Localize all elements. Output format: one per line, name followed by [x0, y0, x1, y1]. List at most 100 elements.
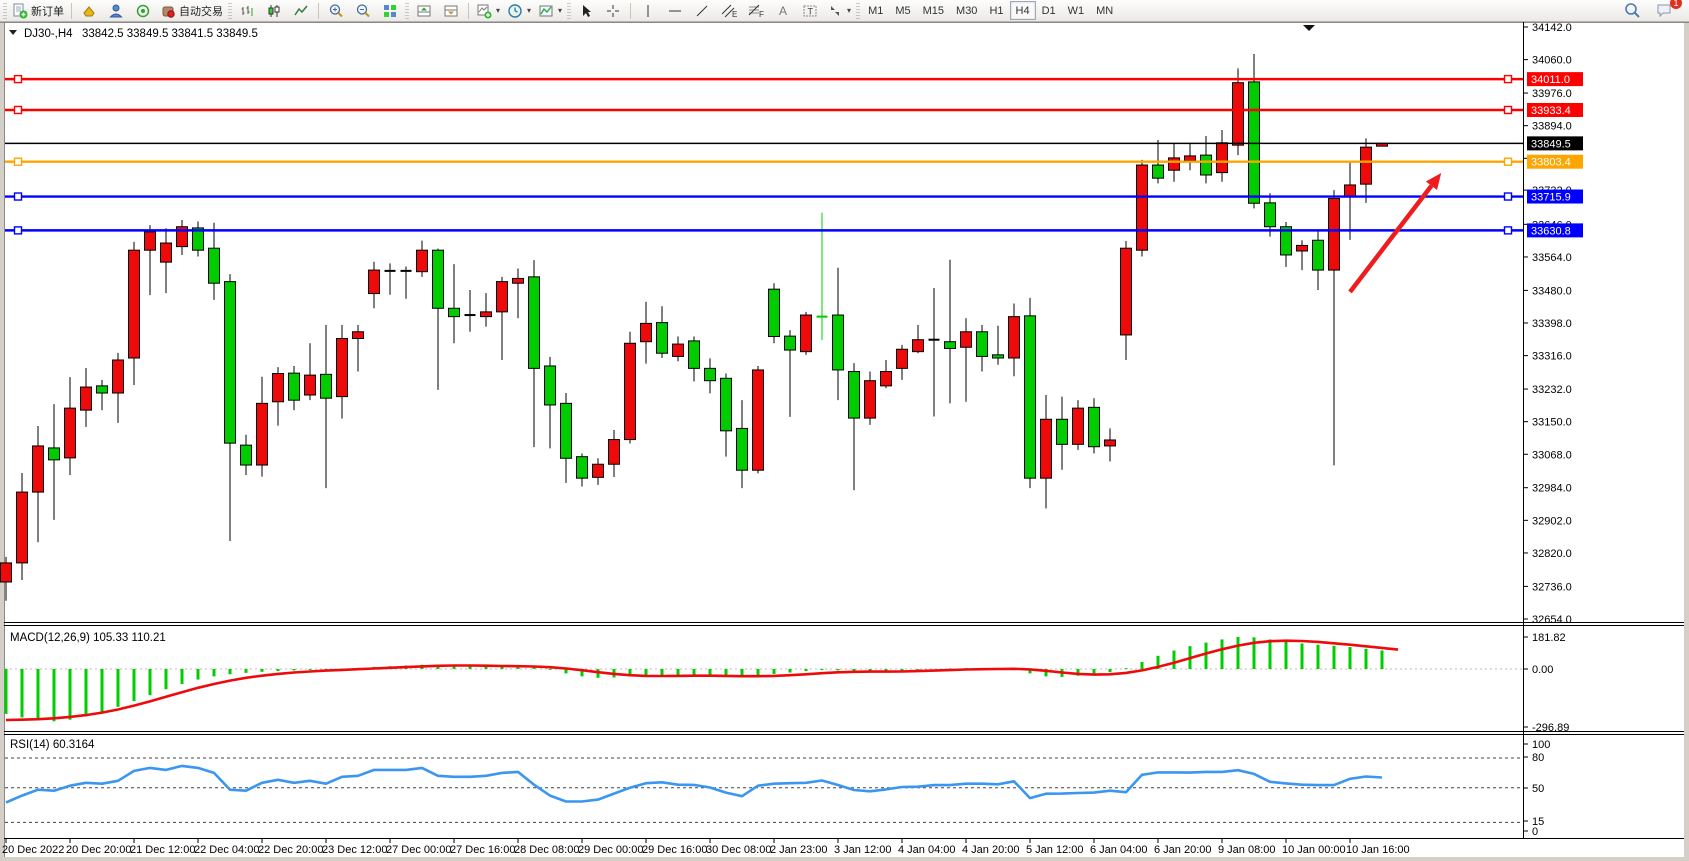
equidistant-channel-button[interactable]: E — [716, 0, 742, 21]
candle — [432, 248, 444, 390]
search-button[interactable] — [1619, 0, 1645, 21]
trendline-button[interactable] — [689, 0, 715, 21]
candle — [1136, 159, 1148, 257]
timeframe-button-m15[interactable]: M15 — [922, 4, 945, 17]
candle — [656, 306, 668, 359]
zoom-in-button[interactable] — [323, 0, 349, 21]
text-label-icon: T — [803, 5, 817, 16]
time-tick-label: 6 Jan 04:00 — [1090, 844, 1148, 856]
candle-body — [512, 277, 524, 284]
candle — [960, 318, 972, 402]
crosshair-button[interactable] — [600, 0, 626, 21]
chart-title-symbol: DJ30-,H4 — [24, 28, 73, 40]
candle — [208, 222, 220, 300]
candle-body — [1184, 155, 1196, 162]
line-handle[interactable] — [1503, 192, 1513, 201]
fibonacci-button[interactable]: F — [743, 0, 769, 21]
horizontal-level-line[interactable]: 33630.8 — [5, 223, 1583, 238]
candle-body — [1296, 244, 1308, 252]
cursor-button[interactable] — [573, 0, 599, 21]
timeframe-button-m30[interactable]: M30 — [956, 4, 978, 17]
indicators-dropdown[interactable]: ▾ — [535, 0, 565, 21]
arrows-dropdown[interactable]: ▾ — [824, 0, 854, 21]
candle-body — [576, 456, 588, 479]
timeframe-button-d1[interactable]: D1 — [1041, 4, 1056, 17]
candle-body — [0, 562, 12, 583]
candle — [896, 344, 908, 380]
candle — [768, 283, 780, 344]
autotrading-button[interactable]: 自动交易 — [157, 0, 226, 21]
market-watch-button[interactable] — [130, 0, 156, 21]
zoom-out-button[interactable] — [350, 0, 376, 21]
candle — [1216, 130, 1228, 182]
price-shift-marker-icon[interactable] — [1303, 25, 1315, 31]
candle — [32, 426, 44, 543]
timeframe-button-m1[interactable]: M1 — [868, 4, 884, 17]
trend-arrow[interactable] — [1348, 173, 1442, 294]
candle — [1024, 297, 1036, 489]
timeframe-button-h1[interactable]: H1 — [989, 4, 1004, 17]
candle-body — [1328, 197, 1340, 271]
candle-body — [1312, 239, 1324, 271]
horizontal-level-line[interactable]: 34011.0 — [5, 72, 1583, 87]
time-tick-label: 9 Jan 08:00 — [1218, 844, 1276, 856]
line-handle[interactable] — [13, 74, 23, 84]
notifications-button[interactable]: 1 — [1651, 0, 1682, 21]
candle — [400, 266, 412, 299]
toolbar-grip — [405, 2, 409, 19]
candle-body — [368, 269, 380, 295]
periods-dropdown[interactable]: ▾ — [504, 0, 534, 21]
candle-body — [1248, 81, 1260, 204]
new-order-button[interactable]: 新订单 — [9, 0, 67, 21]
tile-windows-button[interactable] — [377, 0, 403, 21]
horizontal-level-line[interactable]: 33803.4 — [5, 154, 1583, 169]
text-button[interactable]: A — [770, 0, 796, 21]
time-tick-label: 10 Jan 16:00 — [1346, 844, 1410, 856]
candle — [992, 325, 1004, 365]
line-handle[interactable] — [1503, 226, 1513, 235]
line-handle[interactable] — [1503, 157, 1513, 166]
new-chart-dropdown[interactable]: ▾ — [473, 0, 503, 21]
timeframe-button-mn[interactable]: MN — [1096, 4, 1114, 17]
candle-body — [32, 445, 44, 493]
current-price-line[interactable]: 33849.5 — [5, 136, 1583, 151]
candlestick-button[interactable] — [261, 0, 287, 21]
candle-body — [656, 322, 668, 354]
line-handle[interactable] — [13, 157, 23, 166]
candle — [272, 367, 284, 426]
line-handle[interactable] — [13, 192, 23, 201]
line-chart-button[interactable] — [288, 0, 314, 21]
indicator-window-up-button[interactable] — [411, 0, 437, 21]
chart-menu-triangle-icon[interactable] — [9, 30, 17, 35]
timeframe-button-m5[interactable]: M5 — [895, 4, 911, 17]
candle — [560, 393, 572, 483]
timeframe-button-h4[interactable]: H4 — [1009, 1, 1036, 20]
timeframe-button-w1[interactable]: W1 — [1067, 4, 1085, 17]
candle — [1232, 68, 1244, 156]
line-handle[interactable] — [1503, 105, 1513, 115]
candle-body — [832, 314, 844, 371]
candle — [1184, 143, 1196, 171]
indicator-window-down-button[interactable] — [438, 0, 464, 21]
candle-body — [1152, 164, 1164, 179]
price-label-box — [1527, 223, 1583, 238]
candle — [144, 225, 156, 296]
line-handle[interactable] — [1503, 74, 1513, 84]
chart-title-quotes: 33842.5 33849.5 33841.5 33849.5 — [82, 28, 258, 40]
bar-chart-button[interactable] — [234, 0, 260, 21]
price-label-text: 33803.4 — [1531, 157, 1571, 169]
vertical-line-button[interactable] — [635, 0, 661, 21]
horizontal-level-line[interactable]: 33715.9 — [5, 189, 1583, 204]
text-label-button[interactable]: T — [797, 0, 823, 21]
candle-body — [272, 373, 284, 403]
chart-canvas[interactable]: 34142.034060.033976.033894.033812.033732… — [0, 22, 1689, 861]
candle — [1328, 190, 1340, 466]
horizontal-line-button[interactable] — [662, 0, 688, 21]
profiles-button[interactable] — [103, 0, 129, 21]
candle-body — [1264, 202, 1276, 228]
candle-body — [288, 372, 300, 401]
horizontal-level-line[interactable]: 33933.4 — [5, 102, 1583, 117]
line-handle[interactable] — [13, 105, 23, 115]
line-handle[interactable] — [13, 226, 23, 235]
history-center-button[interactable] — [76, 0, 102, 21]
